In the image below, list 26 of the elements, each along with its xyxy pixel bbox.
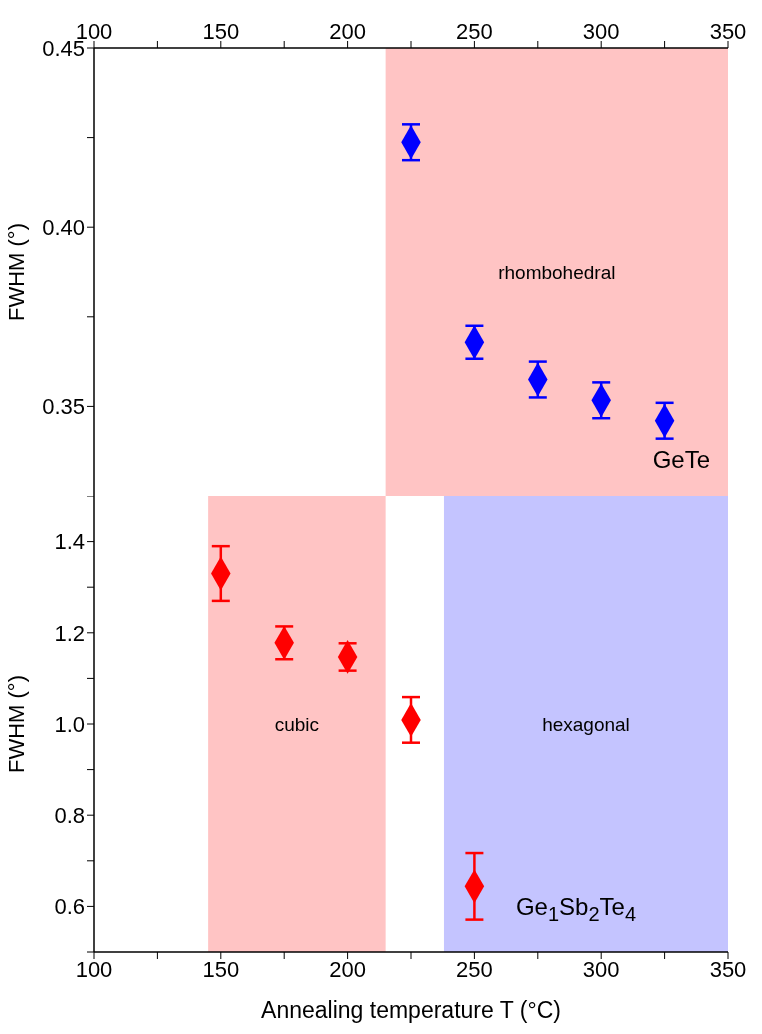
y-tick-label: 0.35 bbox=[42, 394, 85, 420]
x-tick-label: 300 bbox=[582, 19, 620, 44]
x-tick-label: 200 bbox=[329, 19, 366, 44]
x-tick-label: 250 bbox=[456, 19, 493, 44]
x-tick-label: 150 bbox=[202, 956, 240, 982]
series-label: GeTe bbox=[652, 446, 710, 474]
y-tick-label: 0.8 bbox=[54, 803, 85, 829]
x-tick-label: 100 bbox=[75, 956, 113, 982]
x-tick-label: 200 bbox=[329, 956, 366, 982]
y-axis-title: FWHM (°) bbox=[3, 223, 29, 321]
band-label: rhombohedral bbox=[498, 261, 616, 283]
x-tick-label: 150 bbox=[202, 19, 240, 44]
y-axis-title: FWHM (°) bbox=[3, 675, 29, 773]
y-tick-label: 1.0 bbox=[54, 711, 85, 737]
band-label: cubic bbox=[274, 713, 320, 735]
x-tick-label: 350 bbox=[709, 19, 747, 44]
band-label: hexagonal bbox=[542, 713, 630, 735]
x-tick-label: 300 bbox=[582, 956, 620, 982]
y-tick-label: 0.40 bbox=[42, 215, 85, 241]
y-tick-label: 1.4 bbox=[54, 529, 85, 555]
y-tick-label: 0.6 bbox=[54, 894, 85, 920]
x-axis-title: Annealing temperature T (°C) bbox=[261, 997, 561, 1023]
x-tick-label: 350 bbox=[709, 956, 747, 982]
x-tick-label: 250 bbox=[456, 956, 493, 982]
series-label: Ge$_{1}$Sb$_{2}$Te$_{4}$ bbox=[515, 893, 636, 927]
y-tick-label: 1.2 bbox=[54, 620, 85, 646]
